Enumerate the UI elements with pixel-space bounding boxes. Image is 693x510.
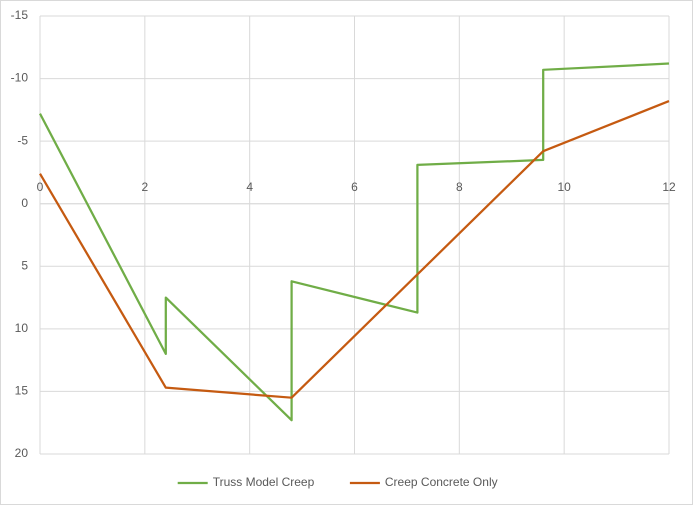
y-tick-label: 10	[15, 321, 29, 335]
y-tick-label: -5	[17, 133, 28, 147]
y-tick-label: 0	[21, 196, 28, 210]
legend-label: Creep Concrete Only	[385, 475, 498, 489]
x-tick-label: 2	[141, 180, 148, 194]
y-tick-label: 20	[15, 446, 29, 460]
series-line	[39, 62, 670, 422]
x-tick-label: 8	[456, 180, 463, 194]
x-tick-label: 0	[37, 180, 44, 194]
legend-label: Truss Model Creep	[213, 475, 315, 489]
x-tick-label: 6	[351, 180, 358, 194]
x-tick-label: 4	[246, 180, 253, 194]
y-tick-label: -15	[11, 8, 29, 22]
y-tick-label: -10	[11, 71, 29, 85]
y-tick-label: 5	[21, 258, 28, 272]
x-tick-label: 10	[557, 180, 571, 194]
y-tick-label: 15	[15, 384, 29, 398]
series-line	[39, 100, 670, 399]
x-tick-label: 12	[662, 180, 676, 194]
